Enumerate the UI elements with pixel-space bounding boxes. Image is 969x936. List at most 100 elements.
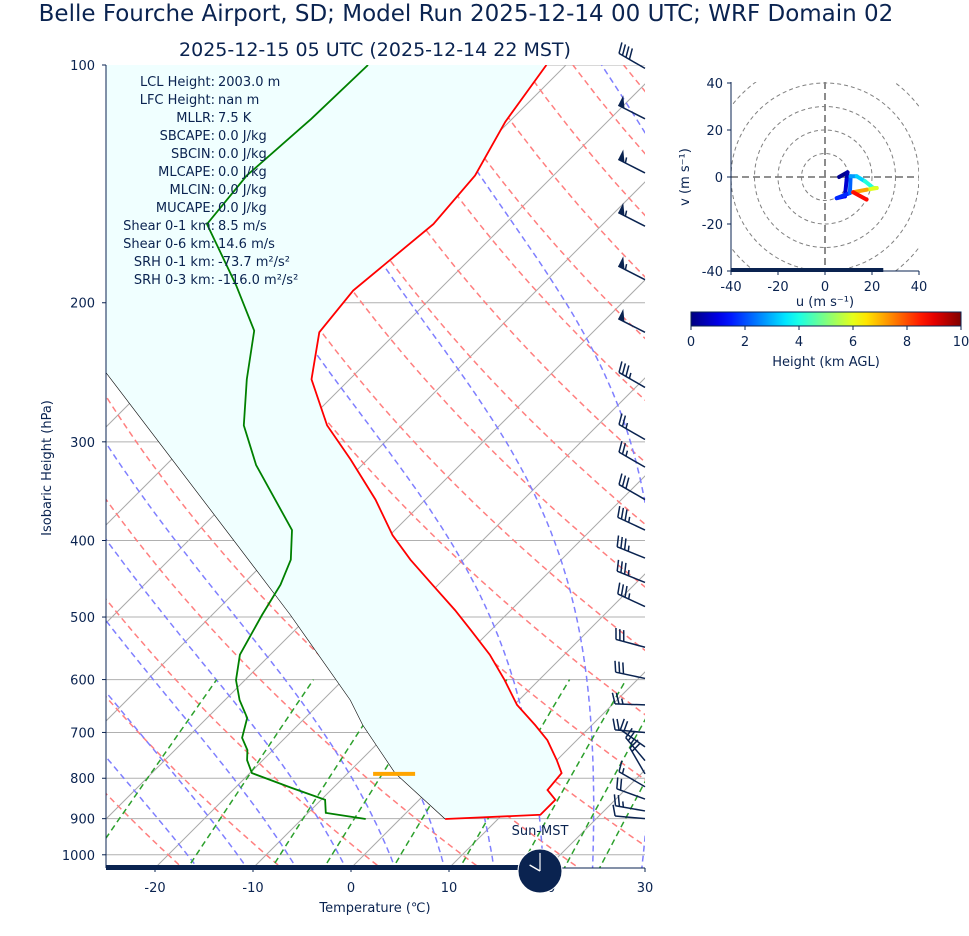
isotherm [546,769,645,868]
y-tick-label: 600 [70,674,95,689]
wind-barb [625,727,646,762]
dry-adiabat [106,792,184,868]
mixing-ratio-line [519,679,627,868]
index-value: 14.6 m/s [218,237,275,252]
clock-label: Sun-MST [512,824,569,839]
moist-adiabat [106,690,248,868]
wind-barb [612,804,646,820]
dry-adiabat [267,65,645,526]
hodo-timeline-bar[interactable] [731,268,884,272]
hodograph-segment [834,190,852,201]
y-tick-label: 500 [70,611,95,626]
wind-barb [618,473,646,501]
mixing-ratio-line [106,679,218,840]
colorbar-tick-label: 10 [953,335,969,350]
index-label: MLCIN: [170,183,215,198]
dry-adiabat [106,695,283,868]
hodo-x-tick-label: -20 [767,280,788,295]
x-tick-label: 10 [441,881,458,896]
y-tick-label: 200 [70,297,95,312]
wind-barb [613,794,646,812]
hodograph: -40 -20 0 20 40 -40 -20 0 20 40 u (m s⁻¹) v (m s⁻¹) [678,77,928,310]
x-tick-label: -10 [242,881,263,896]
index-value: 8.5 m/s [218,219,267,234]
wind-barb [616,535,646,559]
isotherm [106,181,645,722]
index-label: MLCAPE: [158,165,215,180]
colorbar-label: Height (km AGL) [772,355,880,370]
mixing-ratio-line [186,679,315,868]
moist-adiabat [106,538,347,868]
dry-adiabat [318,65,645,463]
wind-barb [617,506,646,531]
wind-barb [615,628,646,648]
index-label: LCL Height: [140,75,215,90]
isotherm [448,671,645,868]
y-tick-label: 1000 [62,849,95,864]
colorbar-tick-label: 0 [687,335,695,350]
dry-adiabat [106,498,482,868]
colorbar-tick-label: 8 [903,335,911,350]
wind-barb [618,413,646,441]
index-value: nan m [218,93,259,108]
isotherm [0,65,76,872]
index-value: 2003.0 m [218,75,280,90]
hodo-x-tick-label: 0 [821,280,829,295]
hodo-x-label: u (m s⁻¹) [796,295,854,310]
y-tick-label: 400 [70,534,95,549]
index-label: SRH 0-3 km: [134,273,215,288]
wind-barb [619,718,646,748]
index-value: 0.0 J/kg [218,165,267,180]
dry-adiabat [166,65,645,652]
x-tick-label: 30 [637,881,654,896]
mixing-ratio-line [652,680,751,872]
dry-adiabat [106,597,382,868]
index-label: SBCIN: [171,147,215,162]
x-tick-label: 0 [347,881,355,896]
mixing-ratio-line [563,718,645,868]
wind-barb [617,202,646,227]
dry-adiabat [623,65,645,93]
x-axis-label: Temperature (℃) [318,901,430,916]
colorbar-tick-label: 2 [741,335,749,350]
wind-barb [618,42,646,70]
index-value: 0.0 J/kg [218,129,267,144]
index-value: -116.0 m²/s² [218,273,298,288]
skewt-profiles [106,65,563,820]
y-axis-label: Isobaric Height (hPa) [40,400,55,536]
index-value: 0.0 J/kg [218,201,267,216]
index-label: MUCAPE: [156,201,215,216]
hodo-y-tick-label: 0 [715,171,723,186]
hodo-y-tick-label: 20 [706,124,723,139]
clock-widget: Sun-MST [512,824,569,894]
hodo-x-tick-label: 20 [864,280,881,295]
mixing-ratio-line [270,679,394,868]
wind-barb [612,718,646,734]
timeline[interactable] [106,865,543,870]
index-label: SRH 0-1 km: [134,255,215,270]
wind-barb [611,692,646,706]
colorbar-tick-label: 6 [849,335,857,350]
y-tick-label: 100 [70,59,95,74]
wind-barb [617,308,646,333]
hodo-y-tick-label: -40 [702,265,723,280]
index-value: 7.5 K [218,111,252,126]
wind-barb [629,739,646,775]
figure-subtitle: 2025-12-15 05 UTC (2025-12-14 22 MST) [179,39,571,61]
index-value: 0.0 J/kg [218,147,267,162]
hodo-x-tick-label: 40 [911,280,928,295]
colorbar: 0 2 4 6 8 10 Height (km AGL) [687,311,969,370]
hodograph-segment [847,174,853,195]
wind-barb [616,777,646,800]
hodo-y-tick-label: 40 [706,77,723,92]
hodo-y-tick-label: -20 [702,218,723,233]
wind-barb [617,582,646,608]
index-value: 0.0 J/kg [218,183,267,198]
index-value: -73.7 m²/s² [218,255,290,270]
y-tick-label: 800 [70,772,95,787]
moist-adiabat [106,755,199,868]
figure-title: Belle Fourche Airport, SD; Model Run 202… [39,1,894,27]
timeline-progress-bar[interactable] [106,865,543,870]
wind-barb [617,256,646,281]
hodograph-segment [851,190,869,202]
